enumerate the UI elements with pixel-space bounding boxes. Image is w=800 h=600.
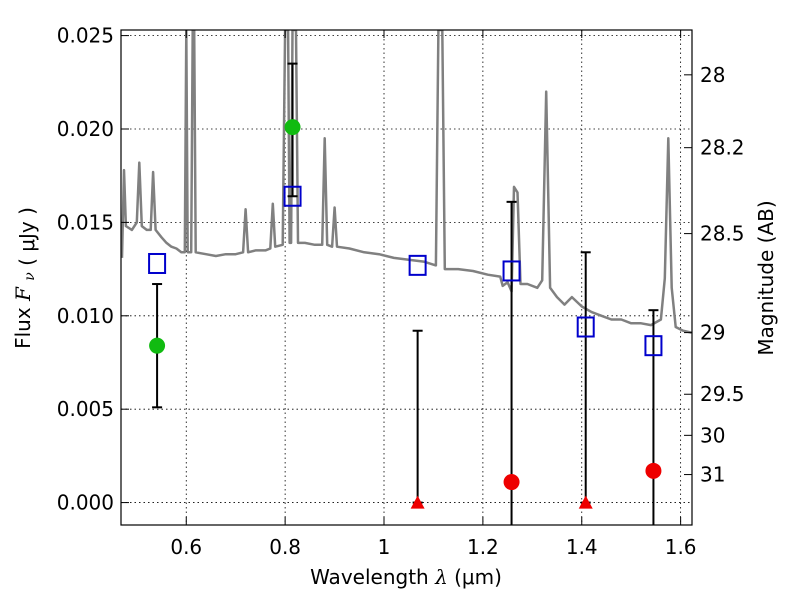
y2-tick-label: 30 <box>700 423 725 447</box>
model-spectrum-line <box>121 30 692 334</box>
y2-tick-label: 29.5 <box>700 382 745 406</box>
y-axis-label-symbol: F <box>11 286 35 302</box>
y-axis-label: Flux F ν ( μJy ) <box>11 207 39 349</box>
x-tick-label: 1.6 <box>665 535 697 559</box>
y-axis-label-main: Flux <box>11 307 35 349</box>
y-tick-label: 0.005 <box>57 397 114 421</box>
photometry-square-marker <box>576 316 595 338</box>
plot-frame <box>120 29 693 526</box>
photometry-square-marker <box>148 252 167 274</box>
photometry-square-marker <box>408 254 427 276</box>
y2-tick-label: 28.2 <box>700 136 745 160</box>
y2-tick-label: 28.5 <box>700 222 745 246</box>
y-tick-label: 0.015 <box>57 210 114 234</box>
x-tick-label: 1 <box>378 535 391 559</box>
x-axis-label-unit: (μm) <box>454 565 502 589</box>
x-tick-label: 1.4 <box>566 535 598 559</box>
photometry-circle-marker <box>503 474 520 491</box>
y2-tick-label: 29 <box>700 321 725 345</box>
y-tick-label: 0.020 <box>57 117 114 141</box>
y2-tick-label: 28 <box>700 63 725 87</box>
photometry-square-marker <box>644 335 663 357</box>
x-tick-label: 0.8 <box>269 535 301 559</box>
photometry-circle-marker <box>284 119 301 136</box>
y2-tick-label: 31 <box>700 463 725 487</box>
y2-axis-label: Magnitude (AB) <box>754 200 778 355</box>
grid-lines <box>121 30 692 525</box>
y-tick-label: 0.025 <box>57 24 114 48</box>
y-axis-label-unit: ( μJy ) <box>15 207 39 266</box>
x-axis-label-main: Wavelength <box>310 565 429 589</box>
y-axis-ticks: 0.000 0.005 0.010 0.015 0.020 0.025 <box>57 24 129 515</box>
photometry-square-marker <box>502 260 521 282</box>
photometry-circle-marker <box>645 462 662 479</box>
y2-axis-ticks: 28 28.2 28.5 29 29.5 30 31 <box>684 63 745 487</box>
photometry-circle-marker <box>149 337 166 354</box>
y-axis-label-subscript: ν <box>22 272 38 281</box>
plot-area <box>121 30 692 525</box>
photometry-square-marker <box>283 185 302 207</box>
x-axis-ticks: 0.6 0.8 1 1.2 1.4 1.6 <box>170 30 697 559</box>
y-tick-label: 0.000 <box>57 491 114 515</box>
error-bars <box>152 62 659 525</box>
x-tick-label: 0.6 <box>170 535 202 559</box>
y-tick-label: 0.010 <box>57 304 114 328</box>
upper-limit-triangle-marker <box>578 495 593 509</box>
upper-limit-triangle-marker <box>410 495 425 509</box>
x-axis-label: Wavelength λ (μm) <box>310 565 502 589</box>
x-axis-label-symbol: λ <box>434 565 448 589</box>
x-tick-label: 1.2 <box>467 535 499 559</box>
photometry-markers <box>148 119 663 509</box>
